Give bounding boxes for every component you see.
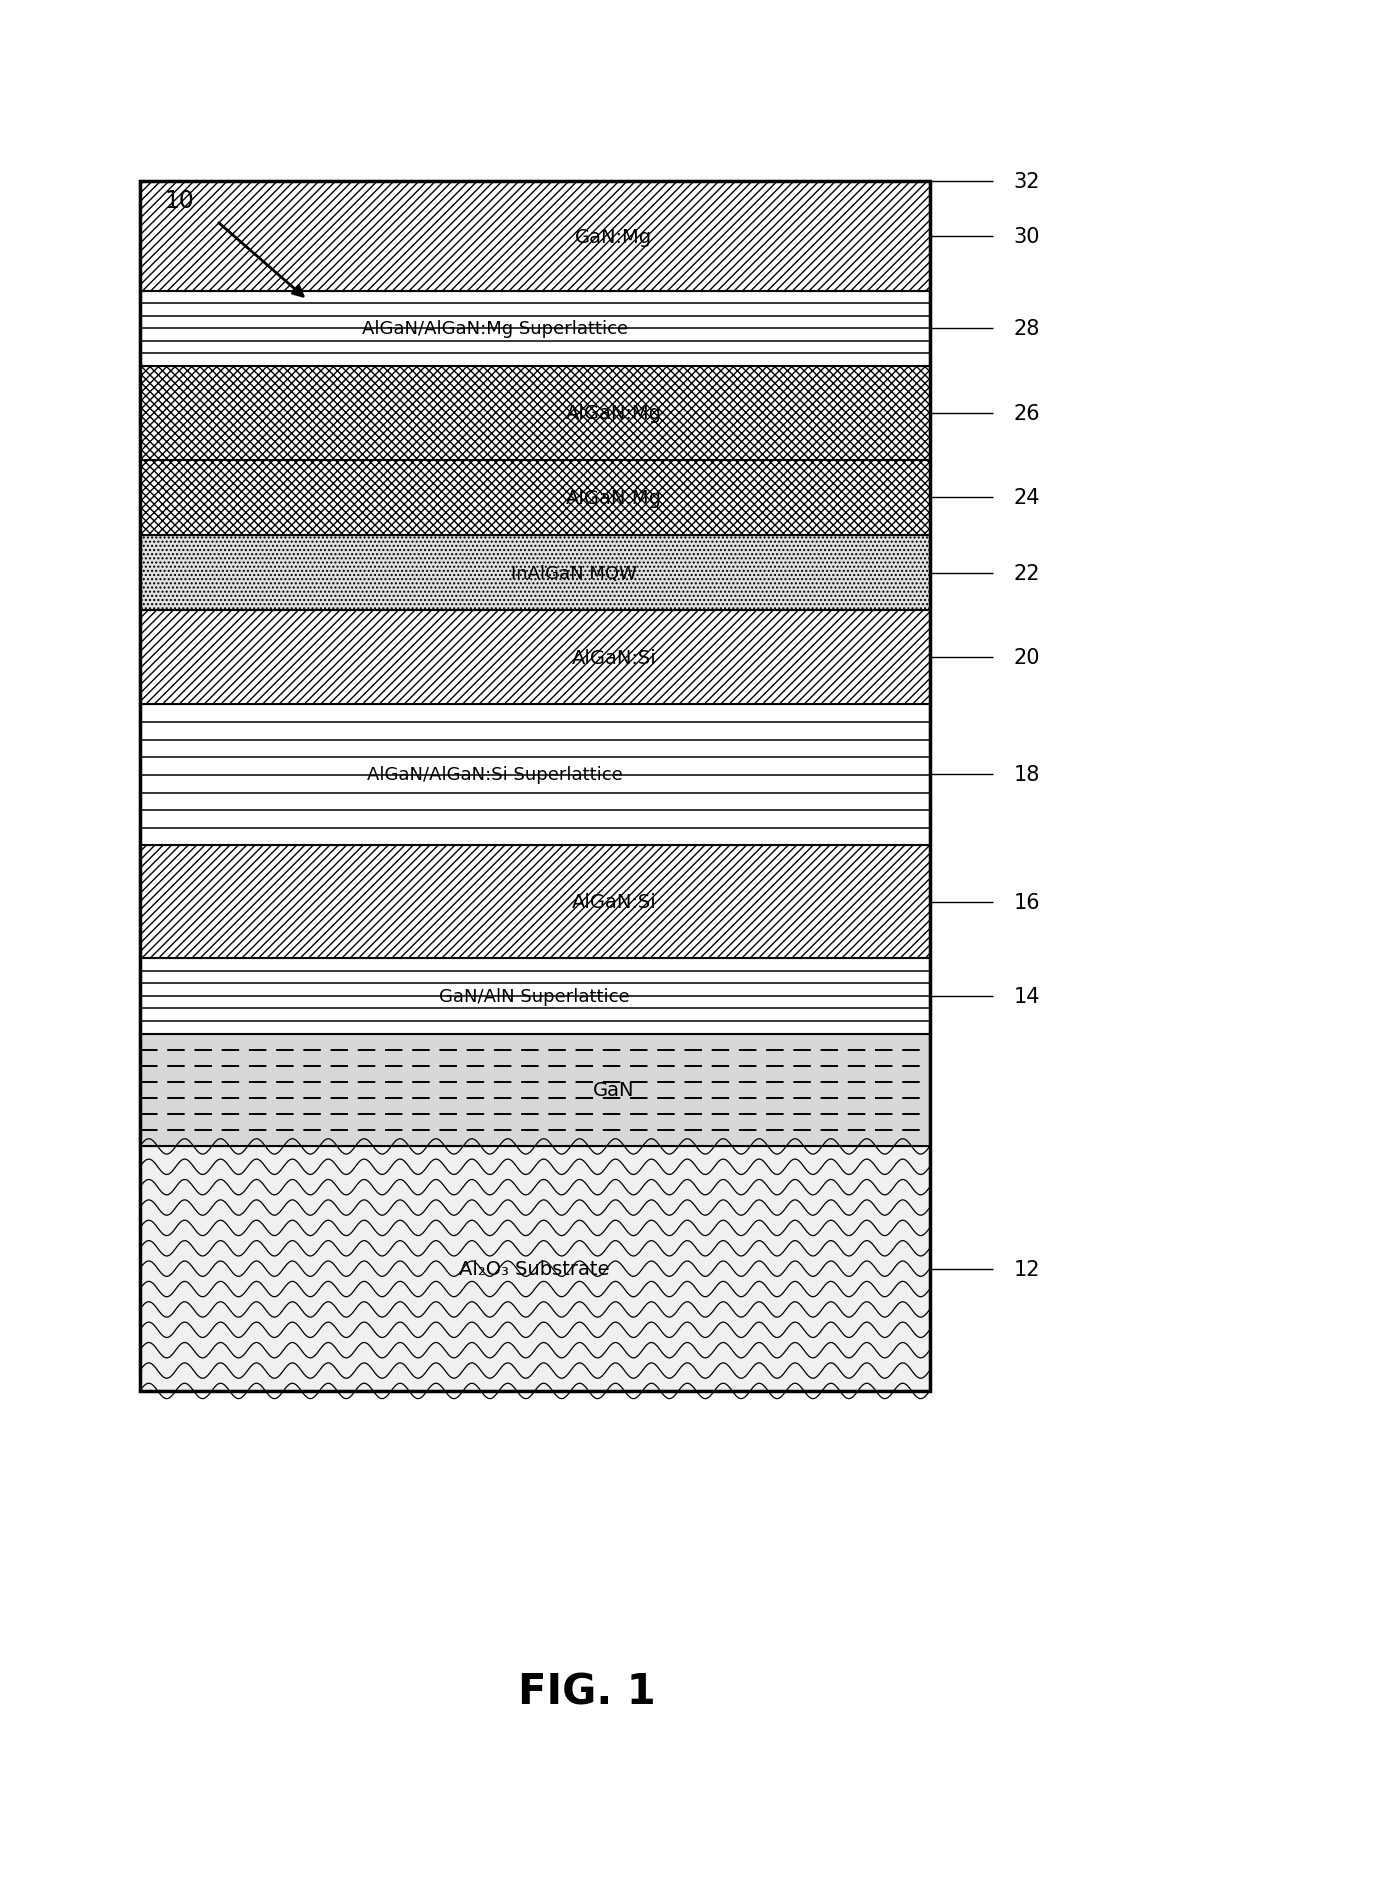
Bar [140,1147,930,1391]
Text: 20: 20 [1014,649,1040,667]
Text: AlGaN:Mg: AlGaN:Mg [566,404,661,423]
Bar [140,182,930,291]
Text: 14: 14 [1014,987,1040,1006]
Bar [140,705,930,846]
Bar [140,611,930,705]
Bar [140,291,930,367]
Text: AlGaN/AlGaN:Mg Superlattice: AlGaN/AlGaN:Mg Superlattice [362,320,628,338]
Text: GaN:Mg: GaN:Mg [575,227,653,246]
Text: 32: 32 [1014,173,1040,192]
Bar [140,461,930,536]
Text: 10: 10 [164,190,194,212]
Text: 30: 30 [1014,227,1040,246]
Text: 24: 24 [1014,489,1040,508]
Bar [140,536,930,611]
Text: AlGaN:Mg: AlGaN:Mg [566,489,661,508]
Bar [140,959,930,1034]
Bar [140,367,930,461]
Text: InAlGaN MQW: InAlGaN MQW [512,564,637,583]
Bar [140,1034,930,1147]
Text: AlGaN:Si: AlGaN:Si [572,893,656,912]
Bar [140,367,930,461]
Bar [140,846,930,959]
Text: GaN: GaN [593,1081,635,1100]
Bar [140,182,930,1391]
Text: AlGaN:Si: AlGaN:Si [572,649,656,667]
Text: AlGaN/AlGaN:Si Superlattice: AlGaN/AlGaN:Si Superlattice [368,765,624,784]
Text: GaN/AlN Superlattice: GaN/AlN Superlattice [439,987,630,1006]
Text: 22: 22 [1014,564,1040,583]
Bar [140,846,930,959]
Bar [140,461,930,536]
Text: FIG. 1: FIG. 1 [519,1671,656,1713]
Text: 28: 28 [1014,320,1040,338]
Text: 12: 12 [1014,1260,1040,1278]
Bar [140,182,930,291]
Text: Al₂O₃ Substrate: Al₂O₃ Substrate [460,1260,610,1278]
Text: 18: 18 [1014,765,1040,784]
Bar [140,536,930,611]
Text: 16: 16 [1014,893,1040,912]
Bar [140,611,930,705]
Text: 26: 26 [1014,404,1040,423]
